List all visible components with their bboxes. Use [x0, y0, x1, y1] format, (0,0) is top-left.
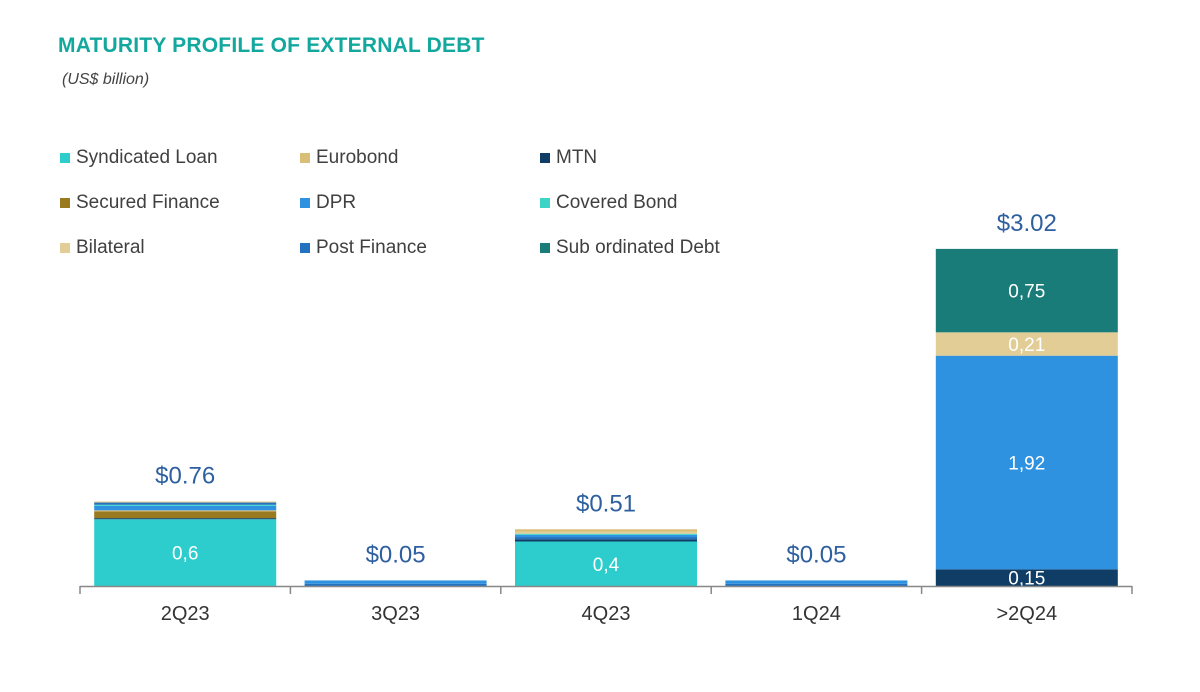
- legend-swatch: [540, 198, 550, 208]
- bar-segment: [94, 510, 277, 512]
- x-tick-label: >2Q24: [996, 603, 1057, 625]
- total-label: $0.76: [155, 462, 215, 489]
- bar-segment: [94, 501, 277, 503]
- legend-item: DPR: [300, 192, 540, 214]
- legend-item: Post Finance: [300, 237, 540, 259]
- legend-label: Eurobond: [316, 147, 399, 168]
- legend-item: Eurobond: [300, 147, 540, 169]
- chart-title: MATURITY PROFILE OF EXTERNAL DEBT: [58, 34, 485, 57]
- bar-segment: [515, 533, 697, 535]
- data-label: 0,75: [1008, 282, 1045, 303]
- data-label: 0,4: [593, 555, 620, 576]
- bar-segment: [935, 355, 1118, 570]
- legend-item: MTN: [540, 147, 780, 169]
- bar-segment: [94, 511, 277, 519]
- bar-segment: [94, 505, 277, 511]
- x-tick-label: 4Q23: [582, 603, 631, 625]
- bar-segment: [515, 537, 697, 540]
- legend-label: Syndicated Loan: [76, 147, 218, 168]
- legend-label: DPR: [316, 192, 357, 213]
- bar-segment: [515, 534, 697, 538]
- bar-segment: [94, 519, 277, 586]
- legend-label: Bilateral: [76, 237, 145, 258]
- bar-segment: [725, 583, 908, 586]
- data-label: 0,15: [1008, 569, 1045, 590]
- data-label: 0,6: [172, 544, 198, 565]
- legend-swatch: [300, 243, 310, 253]
- legend-item: Syndicated Loan: [60, 147, 300, 169]
- legend-swatch: [60, 198, 70, 208]
- x-tick-label: 1Q24: [792, 603, 841, 625]
- legend-label: Sub ordinated Debt: [556, 237, 720, 258]
- bar-segment: [94, 518, 277, 520]
- legend-swatch: [300, 153, 310, 163]
- bar-segment: [94, 502, 277, 505]
- legend-swatch: [60, 243, 70, 253]
- bar-segment: [304, 583, 487, 586]
- bar-segment: [304, 580, 487, 584]
- total-label: $3.02: [997, 210, 1057, 237]
- bar-segment: [935, 569, 1118, 586]
- legend-swatch: [540, 243, 550, 253]
- bar-segment: [515, 529, 697, 532]
- data-label: 1,92: [1008, 454, 1045, 475]
- chart-subtitle: (US$ billion): [62, 71, 150, 88]
- legend-item: Secured Finance: [60, 192, 300, 214]
- bar-segment: [515, 541, 697, 586]
- bar-segment: [935, 332, 1118, 356]
- total-label: $0.51: [576, 490, 636, 517]
- legend-item: Sub ordinated Debt: [540, 237, 780, 259]
- legend-label: Secured Finance: [76, 192, 220, 213]
- x-tick-label: 3Q23: [371, 603, 420, 625]
- legend-swatch: [60, 153, 70, 163]
- legend-swatch: [540, 153, 550, 163]
- legend-label: MTN: [556, 147, 598, 168]
- data-label: 0,21: [1008, 335, 1045, 356]
- legend-item: Covered Bond: [540, 192, 780, 214]
- legend-item: Bilateral: [60, 237, 300, 259]
- bar-segment: [725, 580, 908, 584]
- bar-segment: [935, 248, 1118, 333]
- total-label: $0.05: [786, 541, 846, 568]
- legend-swatch: [300, 198, 310, 208]
- chart-legend: Syndicated Loan Eurobond MTN Secured Financ…: [60, 147, 780, 259]
- legend-label: Covered Bond: [556, 192, 678, 213]
- bar-segment: [515, 539, 697, 542]
- bar-segment: [94, 504, 277, 506]
- legend-label: Post Finance: [316, 237, 427, 258]
- total-label: $0.05: [366, 541, 426, 568]
- bar-segment: [515, 531, 697, 534]
- x-tick-label: 2Q23: [161, 603, 210, 625]
